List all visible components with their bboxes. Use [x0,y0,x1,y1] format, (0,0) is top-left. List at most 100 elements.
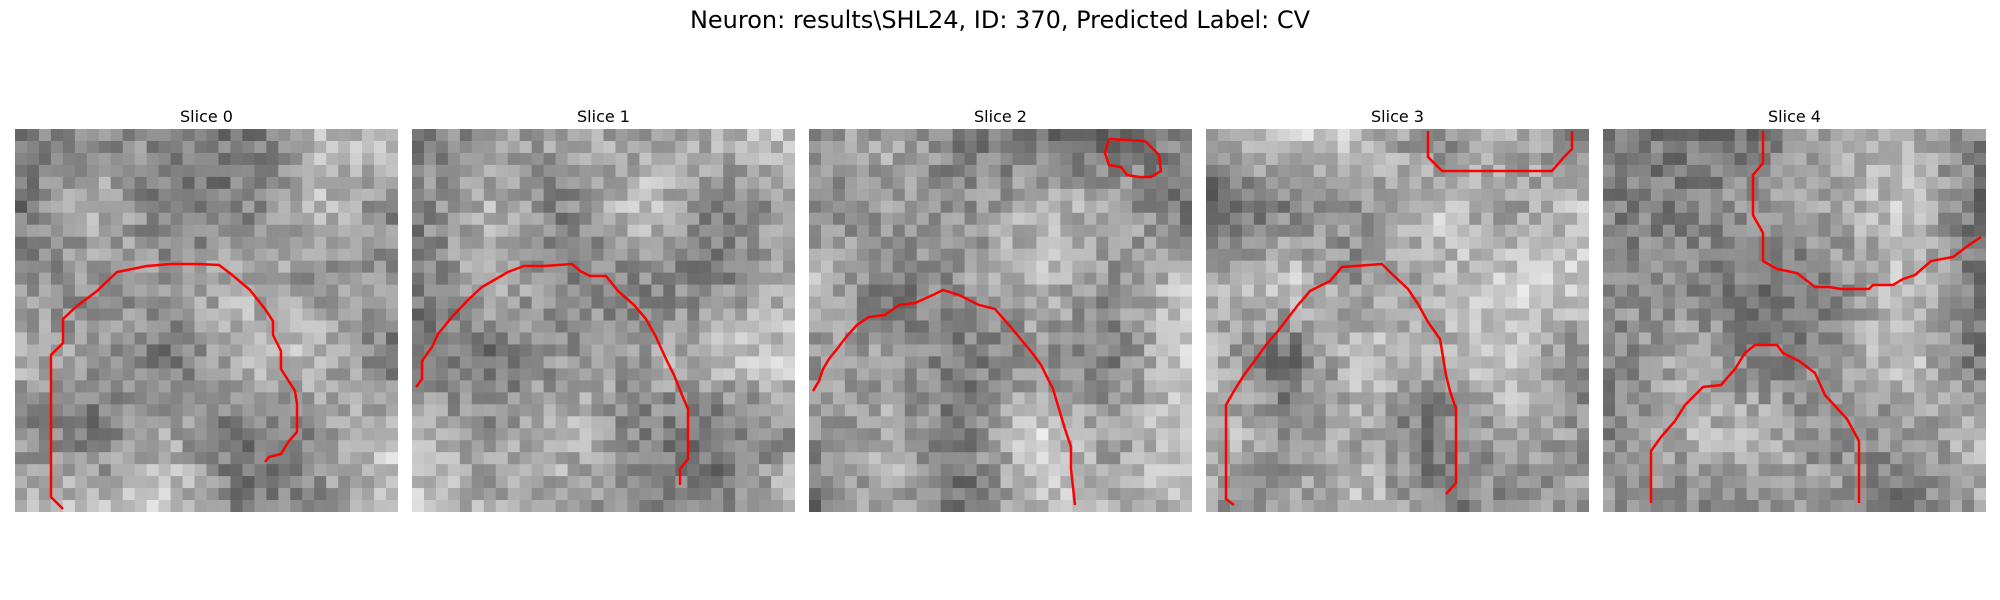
pixel [218,428,232,441]
pixel [1277,152,1291,166]
pixel [218,380,232,393]
pixel [122,380,136,393]
pixel [1626,320,1640,334]
pixel [1409,380,1423,393]
pixel [1758,176,1772,190]
pixel [338,380,351,393]
pixel [1229,284,1243,298]
pixel [1385,236,1399,250]
pixel [988,332,1002,346]
pixel [711,320,724,334]
pixel [1565,320,1578,334]
pixel [783,500,795,512]
pixel [1890,428,1903,441]
pixel [290,488,303,501]
pixel [74,356,88,369]
pixel [519,368,533,381]
pixel [314,404,327,417]
pixel [1866,320,1879,334]
pixel [314,392,327,405]
pixel [1926,284,1939,298]
pixel [447,212,461,226]
pixel [194,200,208,214]
pixel [1108,380,1121,393]
pixel [182,236,196,250]
pixel [1289,260,1303,274]
pixel [1036,380,1049,393]
pixel [1301,320,1315,334]
pixel [844,380,858,393]
pixel [627,200,641,214]
pixel [603,164,617,178]
pixel [555,248,569,262]
pixel [687,452,700,465]
pixel [1048,236,1061,250]
pixel [699,248,712,262]
pixel [591,248,605,262]
pixel [771,284,784,298]
pixel [1373,416,1387,429]
pixel [1902,224,1915,238]
pixel [1096,320,1109,334]
pixel [134,224,148,238]
slice-panel-3: Slice 3 [1206,105,1589,512]
pixel [362,380,375,393]
pixel [651,140,664,154]
pixel [627,272,641,286]
pixel [62,392,76,405]
pixel [1120,464,1133,477]
pixel [338,476,351,489]
pixel [1770,380,1784,393]
pixel [362,452,375,465]
pixel [412,164,425,178]
pixel [759,200,772,214]
pixel [591,332,605,346]
pixel [447,356,461,369]
pixel [1734,392,1748,405]
pixel [1710,188,1724,202]
pixel [471,332,485,346]
pixel [1926,152,1939,166]
pixel [86,440,100,453]
pixel [928,248,942,262]
pixel [809,129,822,142]
pixel [1206,176,1219,190]
pixel [639,248,652,262]
pixel [639,428,652,441]
pixel [759,356,772,369]
pixel [1168,500,1181,512]
pixel [579,404,593,417]
pixel [122,344,136,358]
pixel [916,248,930,262]
pixel [1241,260,1255,274]
pixel [1541,344,1554,358]
pixel [627,428,641,441]
pixel [15,392,28,405]
pixel [483,284,497,298]
pixel [1878,404,1891,417]
pixel [747,452,760,465]
pixel [976,212,990,226]
pixel [412,248,425,262]
pixel [1036,296,1049,310]
pixel [134,500,148,512]
pixel [62,152,76,166]
pixel [687,416,700,429]
pixel [278,452,291,465]
pixel [699,272,712,286]
pixel [158,380,172,393]
pixel [1782,380,1796,393]
pixel [50,452,64,465]
pixel [38,140,52,154]
pixel [1782,176,1796,190]
pixel [639,464,652,477]
pixel [350,440,363,453]
pixel [1469,188,1482,202]
pixel [988,248,1002,262]
pixel [507,488,521,501]
pixel [1517,188,1530,202]
pixel [1938,404,1951,417]
pixel [771,332,784,346]
pixel [1206,140,1219,154]
pixel [62,344,76,358]
